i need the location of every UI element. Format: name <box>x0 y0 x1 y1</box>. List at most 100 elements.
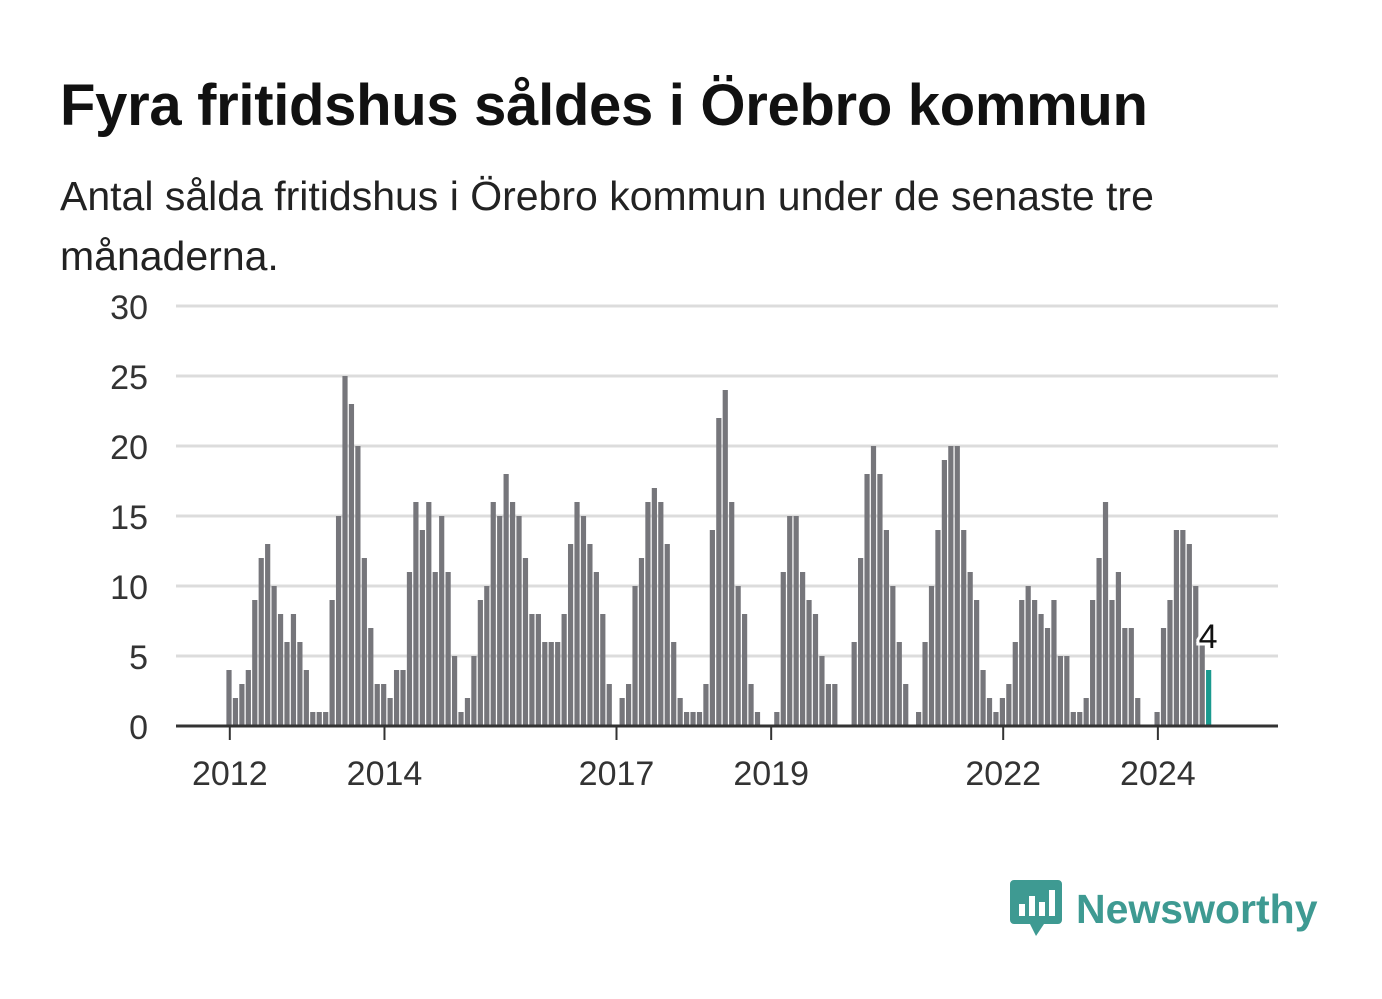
y-tick-label: 10 <box>110 569 148 607</box>
bar <box>561 614 567 726</box>
bar <box>632 586 638 726</box>
bar <box>974 600 980 726</box>
bar <box>484 586 490 726</box>
bar <box>864 474 870 726</box>
bar <box>825 684 831 726</box>
bar <box>780 572 786 726</box>
bar <box>355 446 361 726</box>
bar <box>954 446 960 726</box>
bar <box>529 614 535 726</box>
bar <box>393 670 400 726</box>
bar <box>1102 502 1109 726</box>
bar <box>1064 656 1070 726</box>
bar <box>722 390 728 726</box>
bar <box>903 684 909 726</box>
bar <box>471 656 477 726</box>
bar <box>619 698 625 726</box>
chart-title: Fyra fritidshus såldes i Örebro kommun <box>60 73 1148 138</box>
bar <box>316 712 322 726</box>
bar <box>1122 628 1128 726</box>
bar <box>1032 600 1038 726</box>
bar <box>277 614 284 726</box>
bar <box>638 558 645 726</box>
x-axis-ticks: 2012 2014 2017 2019 2022 2024 <box>192 726 1196 793</box>
bar <box>1173 530 1180 726</box>
bar <box>1006 684 1012 726</box>
bar <box>735 586 741 726</box>
bar <box>265 544 271 726</box>
bar <box>439 516 445 726</box>
bar <box>858 558 864 726</box>
bar <box>683 712 690 726</box>
x-tick-label: 2024 <box>1120 755 1196 793</box>
bar <box>716 418 722 726</box>
x-tick-label: 2014 <box>347 755 423 793</box>
bar <box>1019 600 1025 726</box>
bar <box>916 712 922 726</box>
bar <box>1038 614 1044 726</box>
bar-highlight <box>1206 670 1212 726</box>
bar <box>451 656 458 726</box>
bar <box>625 684 632 726</box>
x-tick-label: 2022 <box>965 755 1041 793</box>
bar <box>1077 712 1083 726</box>
bar <box>1051 600 1057 726</box>
bar <box>877 474 883 726</box>
bar <box>258 558 264 726</box>
bar <box>600 614 606 726</box>
bar <box>509 502 516 726</box>
bar <box>1090 600 1096 726</box>
chart-subtitle: Antal sålda fritidshus i Örebro kommun u… <box>60 173 1154 279</box>
bar <box>323 712 329 726</box>
bar <box>922 642 928 726</box>
bar <box>348 404 355 726</box>
bar <box>593 572 599 726</box>
bar <box>368 628 374 726</box>
bar <box>458 712 464 726</box>
bar <box>413 502 419 726</box>
bar <box>941 460 947 726</box>
bar <box>310 712 316 726</box>
bar <box>381 684 387 726</box>
y-tick-label: 15 <box>110 499 148 537</box>
bar <box>1115 572 1122 726</box>
bar <box>297 642 303 726</box>
bar <box>497 516 503 726</box>
bar <box>387 698 393 726</box>
bar <box>342 376 348 726</box>
highlight-annotation: 4 <box>1196 615 1221 659</box>
bar <box>587 544 593 726</box>
bar <box>245 670 251 726</box>
y-tick-label: 0 <box>129 709 148 747</box>
bar <box>1186 544 1192 726</box>
bar <box>1167 600 1173 726</box>
bar <box>999 698 1005 726</box>
x-tick-label: 2017 <box>579 755 655 793</box>
bar <box>1135 698 1141 726</box>
bar <box>335 516 342 726</box>
bar <box>574 502 580 726</box>
bar <box>400 670 406 726</box>
bar <box>503 474 509 726</box>
bar <box>800 572 806 726</box>
bar <box>361 558 367 726</box>
bars <box>226 376 1212 726</box>
bar <box>239 684 245 726</box>
bar <box>284 642 290 726</box>
bar <box>883 530 889 726</box>
y-tick-label: 20 <box>110 429 148 467</box>
bar <box>819 656 825 726</box>
bar <box>961 530 967 726</box>
bar <box>516 516 522 726</box>
bar <box>677 698 683 726</box>
bar <box>1199 642 1205 726</box>
bar <box>890 586 896 726</box>
bar <box>980 670 986 726</box>
y-tick-label: 5 <box>129 639 148 677</box>
bar <box>986 698 993 726</box>
bar <box>1096 558 1102 726</box>
bar <box>490 502 496 726</box>
bar <box>651 488 657 726</box>
bar <box>787 516 793 726</box>
bar <box>774 712 780 726</box>
